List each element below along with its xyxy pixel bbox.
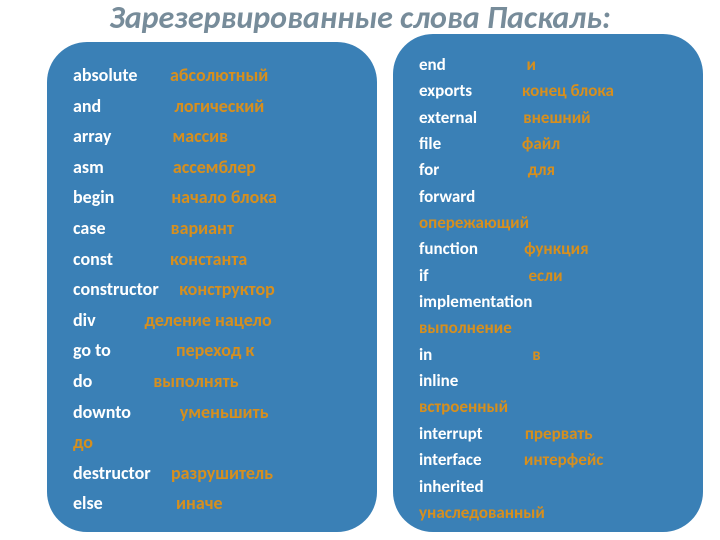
keyword-row: asm ассемблер	[73, 152, 355, 183]
left-keyword-panel: absolute абсолютныйand логическийarray м…	[47, 42, 377, 532]
pascal-keyword: end	[419, 52, 527, 78]
keyword-translation-cont: до	[73, 427, 355, 458]
keyword-translation: константа	[170, 244, 247, 275]
pascal-keyword: case	[73, 213, 171, 244]
keyword-translation: деление нацело	[144, 305, 271, 336]
keyword-row: function функция	[419, 236, 681, 262]
keyword-row: div деление нацело	[73, 305, 355, 336]
pascal-keyword: constructor	[73, 274, 179, 305]
keyword-translation: интерфейс	[524, 447, 604, 473]
keyword-translation: массив	[172, 121, 228, 152]
pascal-keyword: file	[419, 131, 522, 157]
keyword-row: begin начало блока	[73, 182, 355, 213]
keyword-translation: и	[527, 52, 536, 78]
keyword-translation: иначе	[176, 488, 223, 519]
keyword-translation: выполнять	[153, 366, 238, 397]
pascal-keyword: array	[73, 121, 172, 152]
slide-title: Зарезервированные слова Паскаль:	[0, 0, 720, 35]
keyword-row: external внешний	[419, 105, 681, 131]
keyword-row: inline	[419, 368, 681, 394]
pascal-keyword: implementation	[419, 289, 532, 315]
keyword-row: downto уменьшить	[73, 397, 355, 428]
keyword-translation: унаследованный	[419, 500, 681, 526]
pascal-keyword: inline	[419, 368, 458, 394]
keyword-translation: конец блока	[522, 78, 614, 104]
pascal-keyword: external	[419, 105, 523, 131]
pascal-keyword: div	[73, 305, 144, 336]
pascal-keyword: destructor	[73, 458, 171, 489]
keyword-row: file файл	[419, 131, 681, 157]
keyword-translation: абсолютный	[170, 60, 268, 91]
keyword-row: in в	[419, 342, 681, 368]
pascal-keyword: inherited	[419, 474, 484, 500]
keyword-row: array массив	[73, 121, 355, 152]
pascal-keyword: begin	[73, 182, 171, 213]
keyword-row: and логический	[73, 91, 355, 122]
pascal-keyword: interface	[419, 447, 524, 473]
keyword-translation: уменьшить	[180, 397, 269, 428]
keyword-translation: если	[528, 263, 562, 289]
keyword-translation: вариант	[171, 213, 234, 244]
keyword-translation: внешний	[523, 105, 590, 131]
keyword-translation: опережающий	[419, 210, 681, 236]
pascal-keyword: and	[73, 91, 174, 122]
pascal-keyword: in	[419, 342, 532, 368]
keyword-translation: логический	[174, 91, 264, 122]
keyword-translation: функция	[524, 236, 589, 262]
keyword-translation: файл	[522, 131, 560, 157]
pascal-keyword: absolute	[73, 60, 170, 91]
pascal-keyword: go to	[73, 335, 176, 366]
keyword-row: constructor конструктор	[73, 274, 355, 305]
keyword-row: go to переход к	[73, 335, 355, 366]
keyword-translation: конструктор	[179, 274, 275, 305]
pascal-keyword: for	[419, 157, 528, 183]
pascal-keyword: const	[73, 244, 170, 275]
right-keyword-panel: end иexports конец блокаexternal внешний…	[393, 34, 703, 532]
keyword-row: interface интерфейс	[419, 447, 681, 473]
pascal-keyword: downto	[73, 397, 180, 428]
pascal-keyword: interrupt	[419, 421, 525, 447]
keyword-row: destructor разрушитель	[73, 458, 355, 489]
keyword-row: if если	[419, 263, 681, 289]
pascal-keyword: else	[73, 488, 176, 519]
keyword-row: forward	[419, 184, 681, 210]
pascal-keyword: do	[73, 366, 153, 397]
keyword-row: absolute абсолютный	[73, 60, 355, 91]
keyword-translation: встроенный	[419, 394, 681, 420]
keyword-translation: разрушитель	[171, 458, 273, 489]
keyword-row: exports конец блока	[419, 78, 681, 104]
title-text: Зарезервированные слова Паскаль:	[109, 0, 610, 37]
keyword-translation: выполнение	[419, 315, 681, 341]
keyword-translation: переход к	[176, 335, 254, 366]
pascal-keyword: if	[419, 263, 528, 289]
pascal-keyword: exports	[419, 78, 522, 104]
keyword-row: for для	[419, 157, 681, 183]
keyword-translation: начало блока	[171, 182, 277, 213]
keyword-row: implementation	[419, 289, 681, 315]
keyword-translation: для	[528, 157, 555, 183]
pascal-keyword: forward	[419, 184, 475, 210]
pascal-keyword: function	[419, 236, 524, 262]
keyword-row: end и	[419, 52, 681, 78]
keyword-row: else иначе	[73, 488, 355, 519]
keyword-row: inherited	[419, 474, 681, 500]
keyword-row: interrupt прервать	[419, 421, 681, 447]
pascal-keyword: asm	[73, 152, 173, 183]
keyword-row: const константа	[73, 244, 355, 275]
keyword-translation: ассемблер	[173, 152, 256, 183]
keyword-translation: прервать	[525, 421, 593, 447]
keyword-row: do выполнять	[73, 366, 355, 397]
keyword-translation: в	[532, 342, 540, 368]
keyword-row: case вариант	[73, 213, 355, 244]
